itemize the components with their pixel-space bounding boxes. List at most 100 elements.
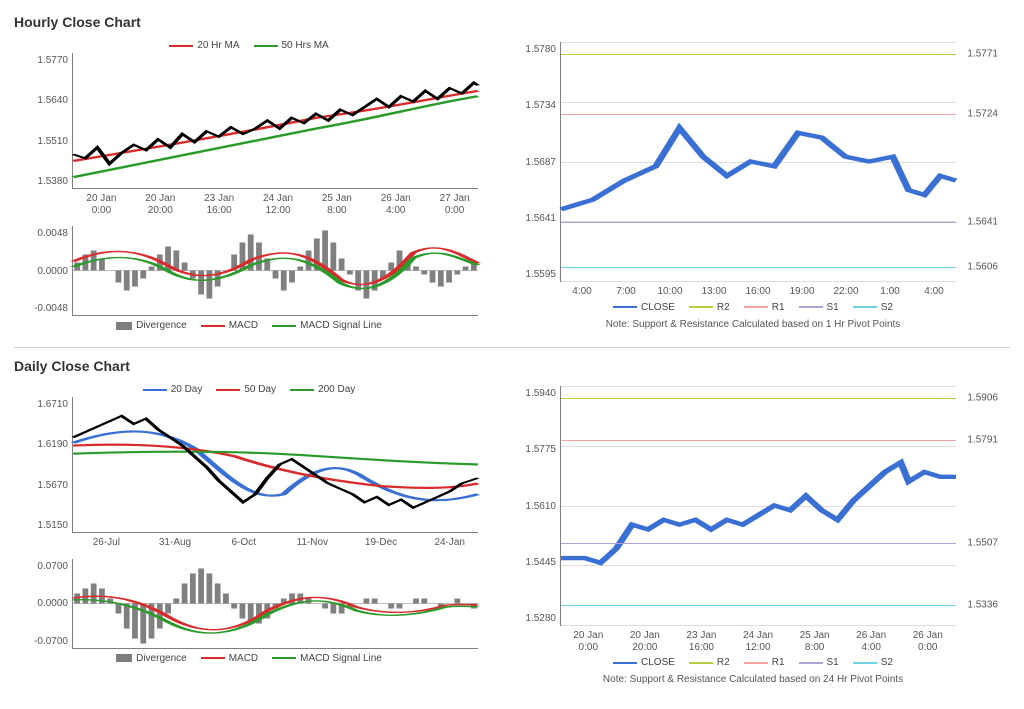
y-tick: 1.5687 — [502, 157, 556, 168]
pivot-value-label: 1.5507 — [967, 537, 998, 548]
y-tick: 1.5150 — [14, 520, 68, 531]
y-tick: 1.5640 — [14, 95, 68, 106]
legend-label: R2 — [717, 657, 730, 668]
legend-item: S2 — [853, 302, 893, 313]
legend-item: S1 — [799, 657, 839, 668]
legend-label: MACD Signal Line — [300, 320, 382, 331]
legend-label: 20 Day — [171, 384, 203, 395]
legend-swatch — [116, 322, 132, 330]
y-tick: 1.6710 — [14, 399, 68, 410]
legend-item: R1 — [744, 302, 785, 313]
legend-item: Divergence — [116, 653, 187, 664]
x-tick: 27 Jan 0:00 — [425, 193, 484, 216]
daily-pivot-xaxis: 20 Jan 0:0020 Jan 20:0023 Jan 16:0024 Ja… — [502, 626, 1004, 653]
legend-item: CLOSE — [613, 657, 675, 668]
legend-item: S1 — [799, 302, 839, 313]
x-tick: 19-Dec — [347, 537, 416, 549]
hourly-row: 20 Hr MA50 Hrs MA 1.57701.56401.55101.53… — [14, 36, 1010, 333]
hourly-right-col: 1.57801.57341.56871.56411.5595 1.57711.5… — [502, 36, 1004, 333]
legend-item: R2 — [689, 302, 730, 313]
pivot-line-r1 — [561, 440, 956, 441]
legend-item: R2 — [689, 657, 730, 668]
legend-label: 50 Hrs MA — [282, 40, 329, 51]
daily-ma-xaxis: 26-Jul31-Aug6-Oct11-Nov19-Dec24-Jan — [14, 533, 484, 549]
y-tick: 1.5670 — [14, 480, 68, 491]
legend-swatch — [689, 306, 713, 308]
legend-swatch — [853, 662, 877, 664]
legend-swatch — [799, 662, 823, 664]
legend-swatch — [272, 657, 296, 659]
legend-label: S2 — [881, 302, 893, 313]
y-tick: 1.5445 — [502, 557, 556, 568]
daily-macd-chart: 0.07000.0000-0.0700 — [14, 559, 484, 649]
legend-label: S1 — [827, 302, 839, 313]
y-tick: 1.5940 — [502, 388, 556, 399]
daily-row: 20 Day50 Day200 Day 1.67101.61901.56701.… — [14, 380, 1010, 685]
x-tick: 11-Nov — [278, 537, 347, 549]
x-tick: 25 Jan 8:00 — [307, 193, 366, 216]
x-tick: 20 Jan 0:00 — [560, 630, 617, 653]
x-tick: 10:00 — [648, 286, 692, 298]
hourly-pivot-chart: 1.57801.57341.56871.56411.5595 1.57711.5… — [502, 42, 1004, 282]
legend-item: 50 Hrs MA — [254, 40, 329, 51]
legend-swatch — [143, 389, 167, 391]
legend-swatch — [201, 325, 225, 327]
y-tick: 1.5380 — [14, 176, 68, 187]
x-tick: 20 Jan 20:00 — [131, 193, 190, 216]
y-tick: 0.0000 — [14, 266, 68, 277]
x-tick: 1:00 — [868, 286, 912, 298]
legend-item: Divergence — [116, 320, 187, 331]
daily-title: Daily Close Chart — [14, 358, 1010, 374]
x-tick: 26 Jan 4:00 — [366, 193, 425, 216]
legend-swatch — [201, 657, 225, 659]
y-tick: 0.0700 — [14, 561, 68, 572]
y-tick: -0.0700 — [14, 636, 68, 647]
y-tick: 1.5610 — [502, 501, 556, 512]
legend-swatch — [169, 45, 193, 47]
legend-swatch — [853, 306, 877, 308]
pivot-value-label: 1.5336 — [967, 599, 998, 610]
pivot-line-r2 — [561, 398, 956, 399]
pivot-line-r1 — [561, 114, 956, 115]
legend-label: Divergence — [136, 653, 187, 664]
hourly-title: Hourly Close Chart — [14, 14, 1010, 30]
legend-item: CLOSE — [613, 302, 675, 313]
hourly-pivot-xaxis: 4:007:0010:0013:0016:0019:0022:001:004:0… — [502, 282, 1004, 298]
y-tick: 1.5280 — [502, 613, 556, 624]
x-tick: 7:00 — [604, 286, 648, 298]
legend-label: 200 Day — [318, 384, 355, 395]
x-tick: 26 Jan 0:00 — [899, 630, 956, 653]
y-tick: 1.5641 — [502, 213, 556, 224]
legend-label: MACD Signal Line — [300, 653, 382, 664]
pivot-value-label: 1.5791 — [967, 434, 998, 445]
legend-label: 20 Hr MA — [197, 40, 239, 51]
daily-macd-legend: Divergence MACD MACD Signal Line — [14, 649, 484, 666]
legend-label: R2 — [717, 302, 730, 313]
x-tick: 24-Jan — [415, 537, 484, 549]
legend-item: 20 Hr MA — [169, 40, 239, 51]
x-tick: 24 Jan 12:00 — [249, 193, 308, 216]
legend-swatch — [613, 306, 637, 308]
y-tick: 1.5734 — [502, 100, 556, 111]
legend-item: 200 Day — [290, 384, 355, 395]
x-tick: 6-Oct — [209, 537, 278, 549]
hourly-ma-legend: 20 Hr MA 50 Hrs MA — [14, 36, 484, 53]
hourly-ma-xaxis: 20 Jan 0:0020 Jan 20:0023 Jan 16:0024 Ja… — [14, 189, 484, 216]
y-tick: 0.0048 — [14, 228, 68, 239]
x-tick: 31-Aug — [141, 537, 210, 549]
x-tick: 26-Jul — [72, 537, 141, 549]
y-tick: 1.5510 — [14, 136, 68, 147]
x-tick: 25 Jan 8:00 — [786, 630, 843, 653]
x-tick: 26 Jan 4:00 — [843, 630, 900, 653]
legend-swatch — [744, 306, 768, 308]
daily-right-col: 1.59401.57751.56101.54451.5280 1.59061.5… — [502, 380, 1004, 685]
legend-item: 50 Day — [216, 384, 276, 395]
x-tick: 23 Jan 16:00 — [673, 630, 730, 653]
legend-label: MACD — [229, 653, 258, 664]
x-tick: 23 Jan 16:00 — [190, 193, 249, 216]
x-tick: 22:00 — [824, 286, 868, 298]
legend-swatch — [799, 306, 823, 308]
x-tick: 20 Jan 0:00 — [72, 193, 131, 216]
legend-label: 50 Day — [244, 384, 276, 395]
legend-swatch — [254, 45, 278, 47]
